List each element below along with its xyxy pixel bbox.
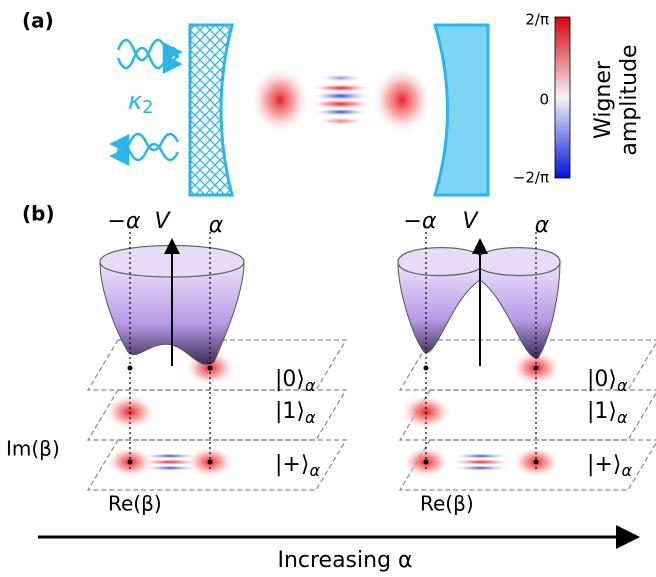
phase-plane <box>86 439 348 491</box>
subscript: α <box>305 408 316 427</box>
state-label: |0⟩α <box>587 367 628 395</box>
state-label: |1⟩α <box>275 399 316 427</box>
ket: |0⟩ <box>587 367 617 392</box>
potential-label: V <box>462 209 479 234</box>
ket: |0⟩ <box>275 367 305 392</box>
subscript: α <box>617 408 628 427</box>
ket: |1⟩ <box>275 399 305 424</box>
left-label: −α <box>108 209 141 234</box>
fringe <box>140 453 200 459</box>
ket: |+⟩ <box>587 452 621 477</box>
symbol: κ <box>128 87 143 115</box>
input-wave <box>109 38 183 167</box>
point <box>533 365 539 371</box>
subscript: α <box>617 376 628 395</box>
x-axis-label: Re(β) <box>108 492 162 516</box>
panel-label: (b) <box>22 202 55 226</box>
phase-plane <box>398 339 656 391</box>
loss-rate: κ2 <box>128 87 154 118</box>
mirror-left <box>188 23 234 197</box>
right-label: α <box>535 213 550 238</box>
x-axis-label: Re(β) <box>420 492 474 516</box>
phase-plane <box>398 389 656 441</box>
colorbar-label: amplitude <box>617 44 642 155</box>
fringe <box>451 465 511 471</box>
point <box>207 459 213 465</box>
subscript: α <box>309 461 320 480</box>
mirror-right <box>432 23 490 197</box>
subscript: 2 <box>142 97 153 118</box>
point <box>423 365 429 371</box>
colorbar-tick: −2/π <box>513 169 549 187</box>
state-label: |1⟩α <box>587 399 628 427</box>
phase-plane <box>398 439 656 491</box>
y-axis-label: Im(β) <box>6 437 60 461</box>
panel-label: (a) <box>22 9 54 33</box>
fringe <box>140 459 200 465</box>
fringe <box>140 465 200 471</box>
ket: |1⟩ <box>587 399 617 424</box>
point <box>533 459 539 465</box>
ket: |+⟩ <box>275 452 309 477</box>
left-label: −α <box>404 209 437 234</box>
state-label: |+⟩α <box>275 452 320 480</box>
wigner-cat <box>250 66 432 134</box>
subscript: α <box>621 461 632 480</box>
point <box>207 365 213 371</box>
arrow-label: Increasing α <box>277 548 412 573</box>
state-label: |+⟩α <box>587 452 632 480</box>
colorbar-tick: 2/π <box>525 11 549 29</box>
point <box>127 365 133 371</box>
fringe <box>451 453 511 459</box>
point <box>127 459 133 465</box>
subscript: α <box>305 376 316 395</box>
fringe <box>451 459 511 465</box>
potential-label: V <box>154 209 171 234</box>
right-label: α <box>209 213 224 238</box>
colorbar-tick: 0 <box>539 91 549 109</box>
point <box>423 459 429 465</box>
colorbar-label: Wigner <box>591 60 616 139</box>
phase-plane <box>86 339 348 391</box>
state-label: |0⟩α <box>275 367 316 395</box>
phase-plane <box>86 389 348 441</box>
colorbar <box>554 16 571 179</box>
